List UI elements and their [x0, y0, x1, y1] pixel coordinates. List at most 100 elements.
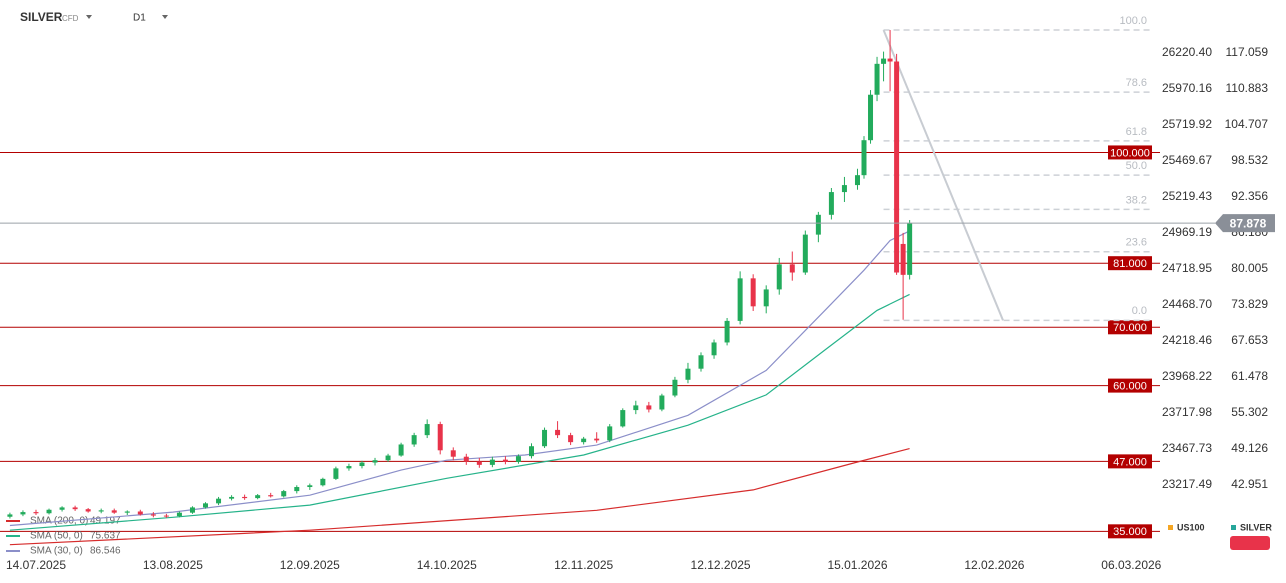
candle-body [320, 478, 326, 486]
y-tick-label: 73.829 [1231, 297, 1268, 311]
candle-body [900, 243, 906, 275]
candle-body [476, 461, 482, 465]
y2-tick-label: 25469.67 [1162, 153, 1212, 167]
candle-body [124, 511, 130, 513]
y-tick-label: 42.951 [1231, 477, 1268, 491]
y2-tick-label: 24218.46 [1162, 333, 1212, 347]
x-tick-label: 12.12.2025 [691, 558, 751, 572]
legend-value: 86.546 [90, 546, 121, 557]
candle-body [7, 514, 13, 517]
y-tick-label: 49.126 [1231, 441, 1268, 455]
candle-body [907, 223, 913, 275]
candle-body [20, 512, 26, 515]
level-tag [1108, 320, 1152, 335]
y2-tick-label: 24718.95 [1162, 261, 1212, 275]
fib-trendline [882, 29, 1004, 321]
y2-tick-label: 23467.73 [1162, 441, 1212, 455]
candle-body [502, 459, 508, 462]
level-tag [1108, 454, 1152, 469]
dropdown-icon[interactable] [162, 15, 168, 19]
candle-body [874, 63, 880, 95]
y-tick-label: 117.059 [1226, 45, 1269, 59]
candle-body [46, 509, 52, 514]
symbol-type: CFD [62, 14, 79, 23]
fib-label: 50.0 [1126, 160, 1147, 172]
candle-body [724, 320, 730, 343]
candle-body [861, 140, 867, 176]
candle-body [776, 264, 782, 290]
y2-tick-label: 24969.19 [1162, 225, 1212, 239]
candle-body [607, 426, 613, 441]
x-tick-label: 14.07.2025 [6, 558, 66, 572]
candle-body [268, 495, 274, 497]
candle-body [450, 450, 456, 457]
candle-body [85, 509, 91, 512]
candle-body [881, 58, 887, 64]
level-tag [1108, 378, 1152, 393]
y2-tick-label: 26220.40 [1162, 45, 1212, 59]
candle-body [98, 510, 104, 512]
level-label: 60.000 [1113, 381, 1147, 393]
action-button[interactable] [1230, 536, 1270, 550]
candle-body [189, 507, 195, 513]
level-tag [1108, 145, 1152, 160]
y-tick-label: 80.005 [1231, 261, 1268, 275]
legend-name: SMA (50, 0) [30, 531, 83, 542]
candle-body [424, 424, 430, 436]
candle-body [698, 355, 704, 369]
y-tick-label: 104.707 [1225, 117, 1269, 131]
candle-body [802, 234, 808, 273]
candle-body [555, 429, 561, 436]
y2-tick-label: 25719.92 [1162, 117, 1212, 131]
timeframe[interactable]: D1 [133, 13, 146, 24]
candle-body [594, 438, 600, 441]
candle-body [150, 514, 156, 516]
fib-label: 61.8 [1126, 126, 1147, 138]
candle-body [203, 503, 209, 508]
candle-body [646, 405, 652, 410]
candle-body [33, 512, 39, 514]
y-tick-label: 92.356 [1231, 189, 1268, 203]
y-tick-label: 67.653 [1231, 333, 1268, 347]
candle-body [385, 455, 391, 461]
candle-body [489, 459, 495, 465]
compare-swatch [1168, 525, 1173, 530]
dropdown-icon[interactable] [86, 15, 92, 19]
candle-body [515, 456, 521, 462]
candle-body [137, 511, 143, 515]
candle-body [411, 435, 417, 445]
candle-body [659, 395, 665, 410]
price-tag-label: 87.878 [1230, 216, 1267, 230]
candle-body [528, 446, 534, 457]
candle-body [229, 496, 235, 499]
candle-body [307, 485, 313, 488]
x-tick-label: 12.11.2025 [554, 558, 613, 572]
y2-tick-label: 25219.43 [1162, 189, 1212, 203]
candle-body [672, 379, 678, 396]
candle-body [750, 278, 756, 307]
compare-name: SILVER [1240, 522, 1272, 532]
candle-body [163, 515, 169, 517]
x-tick-label: 12.02.2026 [964, 558, 1024, 572]
x-tick-label: 12.09.2025 [280, 558, 340, 572]
candle-body [176, 512, 182, 517]
fib-label: 0.0 [1132, 305, 1147, 317]
candle-body [887, 58, 893, 62]
candle-body [72, 507, 78, 510]
candle-body [568, 435, 574, 443]
level-label: 35.000 [1113, 526, 1147, 538]
y2-tick-label: 25970.16 [1162, 81, 1212, 95]
candle-body [711, 342, 717, 356]
x-tick-label: 14.10.2025 [417, 558, 477, 572]
candle-body [111, 510, 117, 513]
x-tick-label: 06.03.2026 [1101, 558, 1161, 572]
symbol[interactable]: SILVER [20, 10, 63, 24]
sma-line [9, 293, 910, 531]
price-tag [1215, 214, 1275, 233]
candle-body [868, 94, 874, 141]
candle-body [281, 491, 287, 497]
fib-label: 38.2 [1126, 194, 1147, 206]
y2-tick-label: 23217.49 [1162, 477, 1212, 491]
